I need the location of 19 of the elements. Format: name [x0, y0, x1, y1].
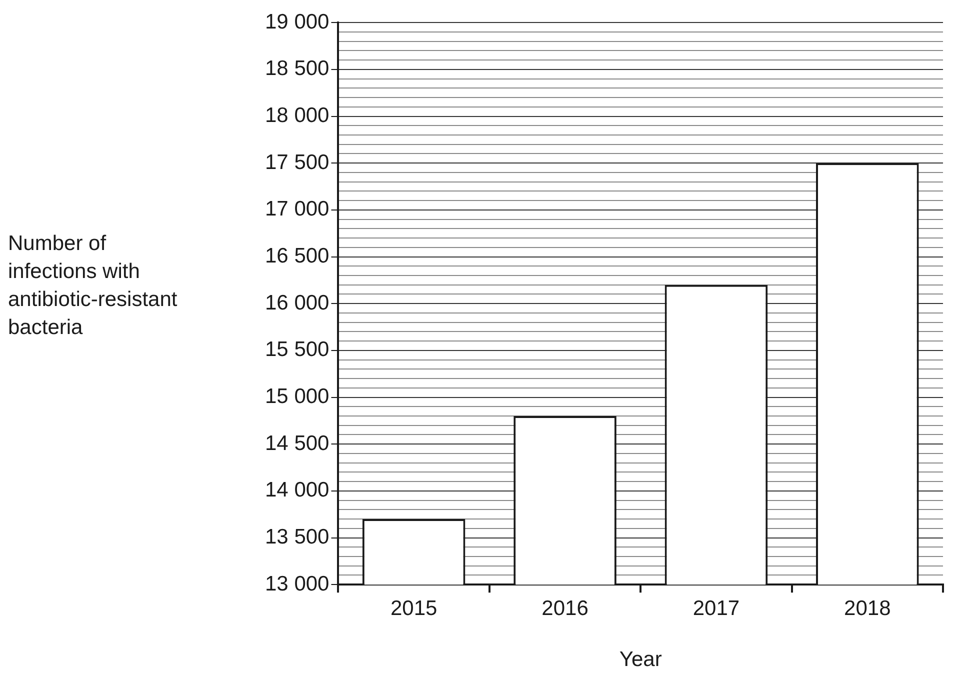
x-tick-label: 2017: [692, 596, 740, 620]
y-tick-label: 14 500: [264, 432, 330, 455]
y-tick-label: 18 000: [264, 104, 330, 128]
y-tick-label: 18 500: [264, 57, 330, 80]
y-tick-label: 14 000: [264, 478, 330, 502]
x-tick-label: 2016: [542, 596, 588, 620]
y-tick-label: 16 500: [264, 244, 330, 268]
y-tick-label: 16 000: [264, 291, 330, 314]
y-tick-label: 15 000: [264, 385, 330, 408]
y-tick-label: 13 500: [264, 526, 330, 549]
x-tick-label: 2015: [390, 596, 438, 620]
y-tick-label: 17 000: [264, 198, 330, 221]
y-tick-label: 19 000: [264, 10, 330, 34]
x-axis-title: Year: [619, 648, 662, 672]
y-tick-label: 15 500: [264, 338, 330, 362]
y-axis-title: Number of infections with antibiotic-resistant bacteria: [8, 231, 178, 341]
x-tick-label: 2018: [844, 596, 891, 620]
y-tick-label: 17 500: [264, 150, 330, 174]
y-tick-label: 13 000: [264, 572, 330, 596]
